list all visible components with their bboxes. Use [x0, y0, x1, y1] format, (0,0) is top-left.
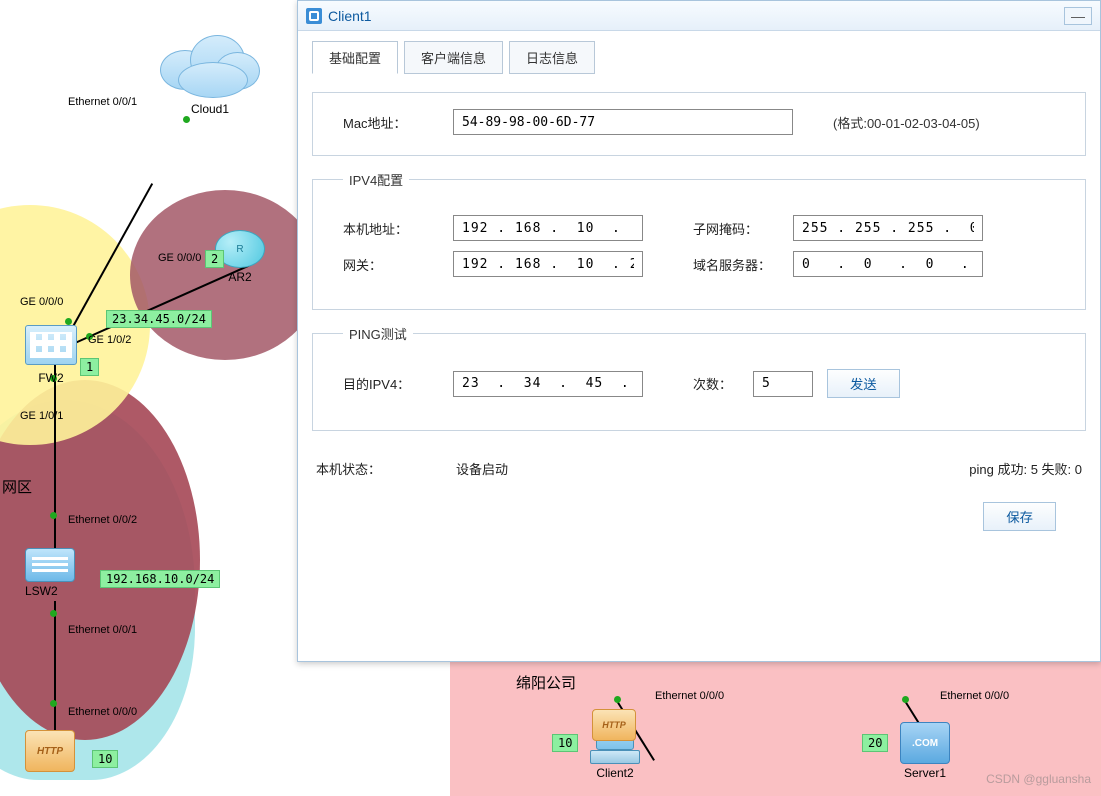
mac-hint: (格式:00-01-02-03-04-05)	[833, 113, 980, 132]
net-badge: 23.34.45.0/24	[106, 310, 212, 328]
id-badge: 2	[205, 250, 224, 268]
window-title: Client1	[328, 8, 372, 24]
dst-input[interactable]	[453, 371, 643, 397]
client1-dialog: Client1 — 基础配置 客户端信息 日志信息 Mac地址： (格式:00-…	[297, 0, 1101, 662]
device-firewall-fw2[interactable]: FW2	[25, 325, 77, 385]
app-icon	[306, 8, 322, 24]
port-label: Ethernet 0/0/0	[940, 690, 1009, 702]
server1-label: Server1	[900, 766, 950, 780]
host-status-label: 本机状态：	[316, 459, 456, 478]
id-badge: 10	[92, 750, 118, 768]
dns-input[interactable]	[793, 251, 983, 277]
dst-label: 目的IPV4：	[343, 374, 453, 393]
zone-label: 网区	[2, 476, 32, 497]
gw-label: 网关：	[343, 255, 453, 274]
id-badge: 20	[862, 734, 888, 752]
client2-label: Client2	[590, 766, 640, 780]
port-label: GE 0/0/0	[20, 296, 63, 308]
send-button[interactable]: 发送	[827, 369, 900, 398]
save-button[interactable]: 保存	[983, 502, 1056, 531]
port-label: GE 1/0/1	[20, 410, 63, 422]
count-label: 次数：	[693, 374, 753, 393]
tab-log[interactable]: 日志信息	[509, 41, 595, 74]
ping-section: PING测试 目的IPV4： 次数： 发送	[312, 324, 1086, 431]
ip-label: 本机地址：	[343, 219, 453, 238]
lsw2-label: LSW2	[25, 584, 75, 598]
tab-clientinfo[interactable]: 客户端信息	[404, 41, 503, 74]
device-cloud[interactable]: Cloud1	[160, 30, 260, 116]
port-label: Ethernet 0/0/0	[655, 690, 724, 702]
device-status: 设备启动	[456, 459, 508, 478]
tab-basic[interactable]: 基础配置	[312, 41, 398, 74]
mianyang-label: 绵阳公司	[516, 672, 576, 693]
port-label: Ethernet 0/0/1	[68, 624, 137, 636]
port-label: Ethernet 0/0/0	[68, 706, 137, 718]
net-badge: 192.168.10.0/24	[100, 570, 220, 588]
device-server1[interactable]: .COM Server1	[900, 722, 950, 780]
ipv4-legend: IPV4配置	[343, 170, 409, 189]
device-http-client[interactable]: HTTP	[25, 730, 75, 772]
port-label: GE 0/0/0	[158, 252, 201, 264]
client2-app-icon: HTTP	[592, 709, 636, 741]
watermark: CSDN @ggluansha	[986, 772, 1091, 786]
id-badge: 10	[552, 734, 578, 752]
count-input[interactable]	[753, 371, 813, 397]
fw2-label: FW2	[25, 371, 77, 385]
ipv4-section: IPV4配置 本机地址： 子网掩码： 网关： 域名服务器：	[312, 170, 1086, 310]
ip-input[interactable]	[453, 215, 643, 241]
minimize-button[interactable]: —	[1064, 7, 1092, 25]
ping-result: ping 成功: 5 失败: 0	[969, 459, 1082, 478]
mask-label: 子网掩码：	[693, 219, 793, 238]
port-label: Ethernet 0/0/2	[68, 514, 137, 526]
dns-label: 域名服务器：	[693, 255, 793, 274]
status-row: 本机状态： 设备启动 ping 成功: 5 失败: 0	[312, 445, 1086, 492]
mask-input[interactable]	[793, 215, 983, 241]
mac-label: Mac地址：	[343, 113, 453, 132]
device-switch-lsw2[interactable]: LSW2	[25, 548, 75, 598]
cloud-label: Cloud1	[160, 102, 260, 116]
gw-input[interactable]	[453, 251, 643, 277]
port-label: GE 1/0/2	[88, 334, 131, 346]
mac-input[interactable]	[453, 109, 793, 135]
mac-section: Mac地址： (格式:00-01-02-03-04-05)	[312, 92, 1086, 156]
id-badge: 1	[80, 358, 99, 376]
port-label: Ethernet 0/0/1	[68, 96, 137, 108]
tabs: 基础配置 客户端信息 日志信息	[312, 41, 1086, 74]
ar2-label: AR2	[215, 270, 265, 284]
ping-legend: PING测试	[343, 324, 413, 343]
titlebar[interactable]: Client1 —	[298, 1, 1100, 31]
